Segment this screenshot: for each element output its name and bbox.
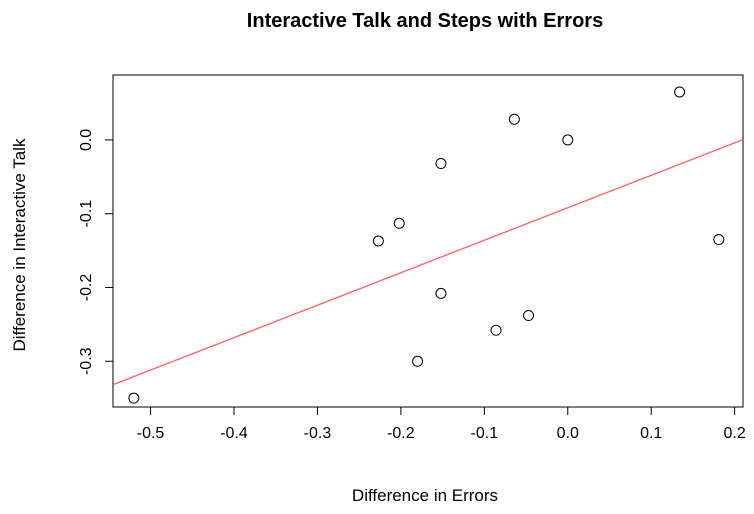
plot-frame	[112, 74, 744, 408]
regression-line	[112, 138, 744, 386]
fit-line-layer	[112, 138, 744, 386]
x-tick-label: -0.4	[220, 425, 248, 442]
data-point	[393, 217, 405, 229]
points-layer	[128, 86, 725, 404]
y-axis: -0.3 -0.2 -0.1 0.0	[78, 129, 114, 375]
y-tick-label: -0.1	[78, 200, 95, 228]
x-tick-label: -0.2	[387, 425, 415, 442]
data-point	[128, 392, 140, 404]
y-tick-label: 0.0	[78, 129, 95, 151]
data-point	[412, 355, 424, 367]
data-point	[372, 235, 384, 247]
data-point	[435, 287, 447, 299]
data-point	[562, 134, 574, 146]
data-point	[508, 113, 520, 125]
x-tick-label: 0.1	[640, 425, 662, 442]
data-point	[674, 86, 686, 98]
x-tick-label: 0.2	[724, 425, 746, 442]
y-axis-label: Difference in Interactive Talk	[10, 138, 29, 351]
data-point	[435, 158, 447, 170]
x-tick-label: -0.5	[137, 425, 165, 442]
x-tick-label: -0.1	[471, 425, 499, 442]
y-tick-label: -0.3	[78, 347, 95, 375]
data-point	[490, 324, 502, 336]
data-point	[713, 234, 725, 246]
x-tick-label: 0.0	[557, 425, 579, 442]
x-axis-label: Difference in Errors	[352, 486, 498, 505]
chart-title: Interactive Talk and Steps with Errors	[247, 10, 603, 32]
x-axis: -0.5 -0.4 -0.3 -0.2 -0.1 0.0 0.1 0.2	[137, 406, 746, 442]
x-tick-label: -0.3	[304, 425, 332, 442]
y-tick-label: -0.2	[78, 274, 95, 302]
data-point	[523, 310, 535, 322]
